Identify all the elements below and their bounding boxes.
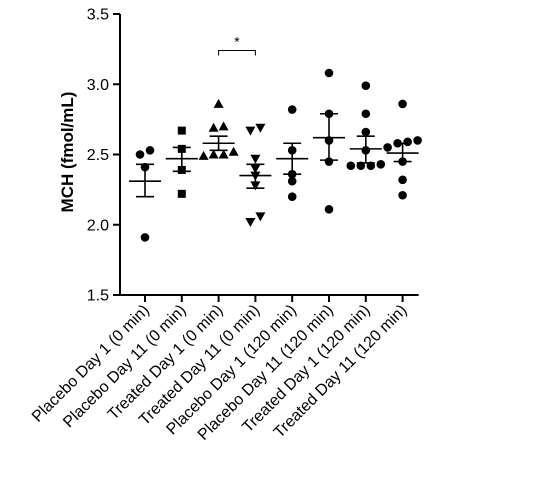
data-point-triangle-down [250,154,261,164]
data-point-triangle-up [218,149,229,159]
data-point-square [177,189,186,198]
data-point-circle [398,190,407,200]
data-point-circle [383,143,392,152]
data-point-circle [140,233,150,242]
data-point-circle [346,161,356,171]
y-axis-label: MCH (fmol/mL) [58,92,77,213]
data-point-circle [361,109,371,119]
data-point-triangle-down [245,126,256,136]
mean-sem-bars [129,112,419,198]
y-tick-label: 3.5 [87,7,109,24]
data-point-circle [145,145,155,155]
data-point-circle [376,160,386,169]
data-point-circle [413,136,422,145]
y-axis: 1.5 2.0 2.5 3.0 3.5 [87,7,121,305]
significance-bracket [218,50,256,56]
data-point-triangle-up [228,146,239,156]
data-point-circle [287,192,297,201]
significance-annotations: * [218,34,256,56]
data-point-circle [403,137,412,147]
data-point-circle [361,127,371,137]
data-point-triangle-up [208,149,219,159]
data-point-triangle-up [213,98,224,108]
data-point-circle [324,68,334,78]
data-point-circle [398,175,407,185]
data-point-circle [398,99,407,109]
data-point-square [177,126,186,135]
data-point-triangle-down [255,212,266,222]
data-point-triangle-up [198,150,209,160]
data-point-circle [135,150,145,159]
data-point-triangle-up [218,121,229,131]
y-tick-label: 2.0 [87,217,109,234]
y-tick-label: 2.5 [87,147,109,164]
data-point-circle [287,105,297,114]
x-axis [120,294,419,302]
significance-label: * [234,34,240,50]
data-point-triangle-down [245,217,256,227]
data-points [135,68,422,242]
y-tick-label: 3.0 [87,77,109,94]
data-point-circle [361,81,371,90]
category-labels: Placebo Day 1 (0 min)Placebo Day 11 (0 m… [29,302,411,444]
data-point-triangle-up [208,122,219,132]
data-point-circle [324,204,334,214]
data-point-circle [287,176,297,186]
y-tick-label: 1.5 [87,288,109,305]
data-point-triangle-down [255,123,266,133]
